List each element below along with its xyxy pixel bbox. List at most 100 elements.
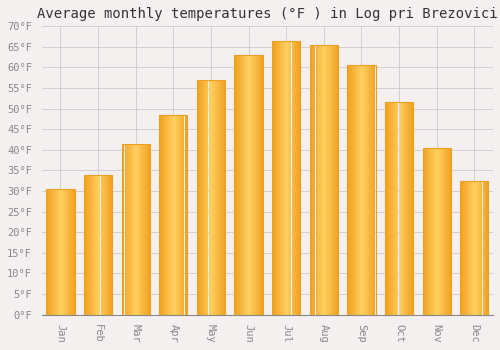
Bar: [220, 80, 221, 315]
Bar: [322, 45, 324, 315]
Bar: [52, 189, 53, 315]
Bar: [294, 41, 296, 315]
Bar: [461, 181, 462, 315]
Bar: [437, 148, 438, 315]
Bar: [370, 65, 372, 315]
Bar: [159, 115, 160, 315]
Bar: [372, 65, 374, 315]
Bar: [310, 45, 312, 315]
Bar: [210, 80, 212, 315]
Bar: [143, 144, 144, 315]
Bar: [223, 80, 224, 315]
Bar: [165, 115, 166, 315]
Bar: [67, 189, 68, 315]
Bar: [460, 181, 461, 315]
Bar: [251, 55, 252, 315]
Bar: [488, 181, 490, 315]
Bar: [411, 103, 412, 315]
Bar: [276, 41, 277, 315]
Bar: [478, 181, 480, 315]
Bar: [486, 181, 488, 315]
Bar: [222, 80, 223, 315]
Bar: [140, 144, 141, 315]
Bar: [353, 65, 354, 315]
Bar: [466, 181, 467, 315]
Bar: [464, 181, 465, 315]
Bar: [65, 189, 66, 315]
Bar: [413, 103, 414, 315]
Bar: [182, 115, 184, 315]
Bar: [160, 115, 161, 315]
Bar: [132, 144, 133, 315]
Bar: [176, 115, 178, 315]
Bar: [443, 148, 444, 315]
Bar: [199, 80, 200, 315]
Bar: [247, 55, 248, 315]
Bar: [51, 189, 52, 315]
Bar: [450, 148, 452, 315]
Bar: [137, 144, 138, 315]
Bar: [409, 103, 410, 315]
Bar: [439, 148, 440, 315]
Bar: [364, 65, 365, 315]
Bar: [63, 189, 64, 315]
Bar: [426, 148, 428, 315]
Bar: [254, 55, 255, 315]
Bar: [338, 45, 339, 315]
Bar: [255, 55, 256, 315]
Bar: [312, 45, 314, 315]
Bar: [106, 175, 108, 315]
Bar: [476, 181, 478, 315]
Bar: [482, 181, 484, 315]
Bar: [58, 189, 59, 315]
Bar: [166, 115, 167, 315]
Bar: [150, 144, 151, 315]
Bar: [385, 103, 413, 315]
Bar: [219, 80, 220, 315]
Bar: [408, 103, 409, 315]
Bar: [326, 45, 327, 315]
Title: Average monthly temperatures (°F ) in Log pri Brezovici: Average monthly temperatures (°F ) in Lo…: [37, 7, 498, 21]
Bar: [244, 55, 245, 315]
Bar: [447, 148, 448, 315]
Bar: [435, 148, 436, 315]
Bar: [225, 80, 226, 315]
Bar: [438, 148, 439, 315]
Bar: [374, 65, 376, 315]
Bar: [337, 45, 338, 315]
Bar: [204, 80, 206, 315]
Bar: [328, 45, 329, 315]
Bar: [110, 175, 111, 315]
Bar: [462, 181, 463, 315]
Bar: [404, 103, 406, 315]
Bar: [310, 45, 338, 315]
Bar: [146, 144, 147, 315]
Bar: [148, 144, 149, 315]
Bar: [324, 45, 325, 315]
Bar: [56, 189, 57, 315]
Bar: [197, 80, 225, 315]
Bar: [274, 41, 275, 315]
Bar: [336, 45, 337, 315]
Bar: [122, 144, 124, 315]
Bar: [50, 189, 51, 315]
Bar: [240, 55, 241, 315]
Bar: [135, 144, 136, 315]
Bar: [224, 80, 225, 315]
Bar: [290, 41, 292, 315]
Bar: [90, 175, 91, 315]
Bar: [74, 189, 76, 315]
Bar: [238, 55, 240, 315]
Bar: [147, 144, 148, 315]
Bar: [358, 65, 359, 315]
Bar: [61, 189, 62, 315]
Bar: [272, 41, 273, 315]
Bar: [112, 175, 113, 315]
Bar: [144, 144, 145, 315]
Bar: [357, 65, 358, 315]
Bar: [234, 55, 236, 315]
Bar: [283, 41, 284, 315]
Bar: [164, 115, 165, 315]
Bar: [167, 115, 168, 315]
Bar: [298, 41, 300, 315]
